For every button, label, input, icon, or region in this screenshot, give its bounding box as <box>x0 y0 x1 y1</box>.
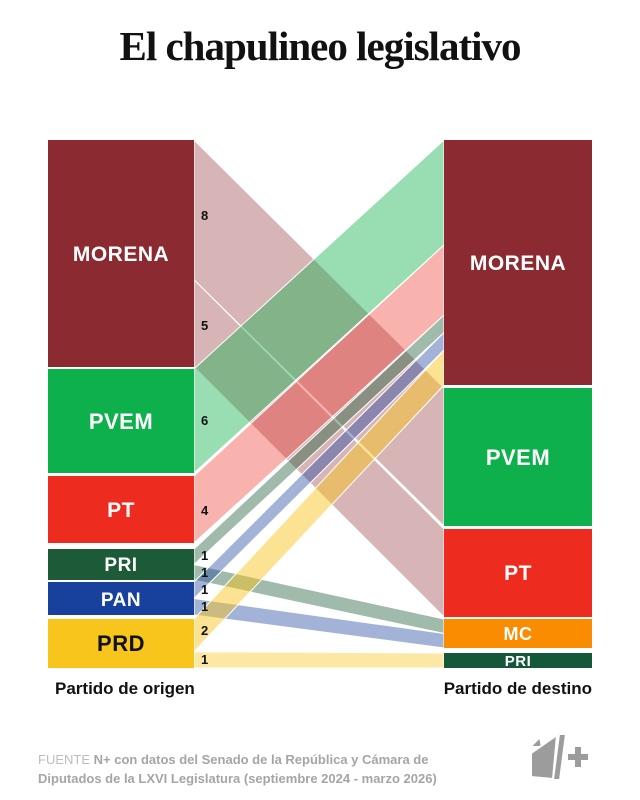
nplus-logo-bar <box>551 733 568 781</box>
destination-axis-label: Partido de destino <box>444 679 592 698</box>
origin-node-pan <box>48 582 194 615</box>
origin-node-morena <box>48 140 194 367</box>
flow-value-prd-morena: 2 <box>201 623 208 638</box>
source-note: FUENTE N+ con datos del Senado de la Rep… <box>38 750 493 788</box>
flow-value-labels: 8 5 6 4 1 1 1 1 2 1 <box>201 208 209 667</box>
origin-node-label-prd: PRD <box>97 631 145 656</box>
plus-icon <box>566 745 590 769</box>
destination-nodes: MORENA PVEM PT MC PRI <box>444 140 592 670</box>
destination-node-label-pvem: PVEM <box>486 445 550 470</box>
destination-node-morena <box>444 140 592 385</box>
origin-node-pri <box>48 549 194 580</box>
flow-value-pri-morena: 1 <box>201 548 208 563</box>
origin-axis-label: Partido de origen <box>55 679 195 698</box>
destination-node-label-mc: MC <box>504 624 533 644</box>
origin-node-label-pvem: PVEM <box>89 409 153 434</box>
source-text: N+ con datos del Senado de la República … <box>38 752 437 786</box>
flow-value-morena-pt: 5 <box>201 318 208 333</box>
nplus-logo-slash-triangle <box>529 734 544 748</box>
destination-node-label-morena: MORENA <box>470 252 566 275</box>
destination-node-label-pri: PRI <box>505 653 532 670</box>
flow-value-pvem-morena: 6 <box>201 413 208 428</box>
destination-node-pt <box>444 529 592 617</box>
source-prefix: FUENTE <box>38 752 94 767</box>
page-title: El chapulineo legislativo <box>119 23 522 69</box>
destination-node-pvem <box>444 388 592 526</box>
destination-node-label-pt: PT <box>504 562 532 585</box>
flow-prd-pri <box>193 651 445 669</box>
origin-node-pvem <box>48 369 194 473</box>
sankey-chart: MORENA PVEM PT PRI PAN PRD MORENA PVEM P… <box>48 138 592 698</box>
flow-value-pan-morena: 1 <box>201 582 208 597</box>
origin-node-label-morena: MORENA <box>73 243 169 266</box>
nplus-logo <box>529 733 590 781</box>
origin-node-pt <box>48 476 194 543</box>
origin-node-prd <box>48 619 194 668</box>
origin-nodes: MORENA PVEM PT PRI PAN PRD <box>48 140 194 668</box>
origin-node-label-pri: PRI <box>104 555 137 576</box>
destination-node-mc <box>444 619 592 648</box>
flow-value-pan-mc: 1 <box>201 599 208 614</box>
flow-ribbons <box>193 138 445 669</box>
flow-value-pri-mc: 1 <box>201 565 208 580</box>
origin-node-label-pt: PT <box>107 499 135 522</box>
flow-value-morena-pvem: 8 <box>201 208 208 223</box>
destination-node-pri <box>444 653 592 668</box>
flow-value-pt-morena: 4 <box>201 503 209 518</box>
flow-value-prd-pri: 1 <box>201 652 208 667</box>
origin-node-label-pan: PAN <box>101 590 141 611</box>
